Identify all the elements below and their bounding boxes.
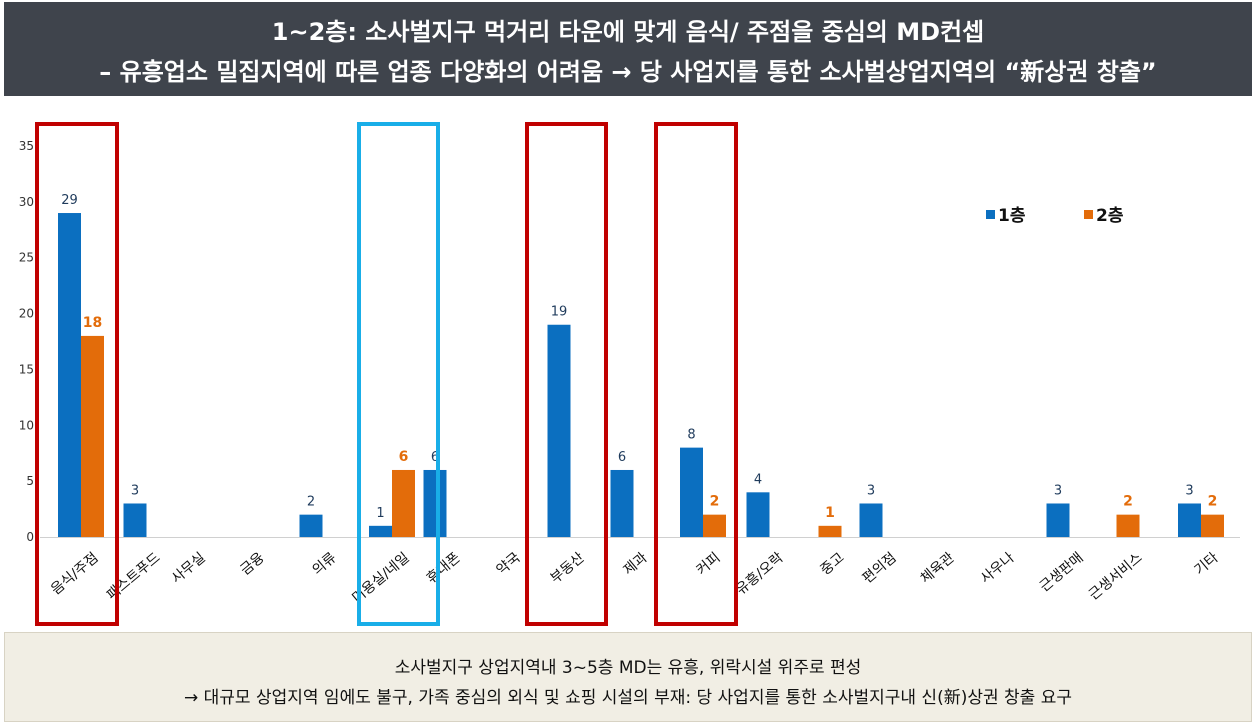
bar-floor2	[1116, 514, 1140, 537]
bar-floor1	[1178, 503, 1201, 537]
bar-floor1	[610, 469, 634, 537]
bar-floor2	[392, 469, 415, 537]
x-tick-label: 약국	[494, 550, 524, 579]
x-tick-label: 중고	[818, 550, 848, 579]
bar-floor1	[423, 469, 447, 537]
data-label: 8	[687, 428, 695, 443]
x-tick-label: 체육관	[918, 550, 958, 587]
y-tick-label: 10	[19, 418, 34, 432]
bar-floor2	[818, 525, 842, 537]
x-tick-label: 금융	[238, 550, 268, 579]
chart-area: 0 5 10 15 20 25 30 35 29 18 3 2 1 6 6 19 6 8 2 4 1 3 3 2 3 2 음식/주점…	[0, 96, 1254, 630]
x-tick-label: 패스트푸드	[104, 550, 164, 604]
legend-swatch	[1084, 210, 1093, 219]
x-tick-label: 휴대폰	[424, 550, 464, 587]
bar-floor1	[746, 492, 770, 537]
data-label: 2	[307, 495, 315, 510]
data-label: 3	[1185, 483, 1193, 498]
data-label: 6	[431, 450, 439, 465]
summary-box: 소사벌지구 상업지역내 3~5층 MD는 유흥, 위락시설 위주로 편성 → 대…	[4, 632, 1252, 722]
bar-floor1	[299, 514, 323, 537]
data-label: 3	[867, 483, 875, 498]
bar-floor1	[123, 503, 147, 537]
x-tick-label: 편의점	[860, 550, 900, 587]
y-tick-label: 25	[19, 251, 34, 265]
legend-swatch	[986, 210, 995, 219]
data-label: 2	[710, 494, 720, 510]
x-tick-label: 음식/주점	[48, 550, 101, 598]
bar-floor2	[1201, 514, 1224, 537]
data-label: 3	[131, 483, 139, 498]
bar-floor1	[859, 503, 883, 537]
title-line-1: 1~2층: 소사벌지구 먹거리 타운에 맞게 음식/ 주점을 중심의 MD컨셉	[271, 18, 985, 46]
y-tick-label: 20	[19, 307, 34, 321]
legend-label: 1층	[998, 206, 1026, 226]
data-label: 2	[1123, 494, 1133, 510]
highlight-box-beauty	[357, 122, 440, 626]
bar-floor1	[680, 447, 703, 537]
highlight-box-coffee	[654, 122, 738, 626]
x-tick-label: 사우나	[978, 550, 1018, 587]
data-label: 18	[83, 315, 102, 331]
summary-line-1: 소사벌지구 상업지역내 3~5층 MD는 유흥, 위락시설 위주로 편성	[394, 658, 862, 678]
data-label: 4	[754, 472, 762, 487]
x-tick-label: 의류	[310, 550, 340, 579]
data-label: 1	[825, 505, 835, 521]
data-label: 6	[399, 449, 409, 465]
y-tick-label: 0	[26, 530, 34, 544]
x-tick-label: 근생서비스	[1086, 550, 1146, 604]
y-tick-label: 35	[19, 139, 34, 153]
bar-floor2	[81, 335, 104, 537]
bar-floor1	[1046, 503, 1070, 537]
y-tick-label: 15	[19, 362, 34, 376]
x-tick-label: 유흥/오락	[733, 550, 786, 598]
data-label: 1	[376, 506, 384, 521]
y-tick-label: 30	[19, 195, 34, 209]
data-label: 19	[551, 305, 568, 320]
x-tick-label: 사무실	[169, 550, 209, 587]
x-tick-label: 기타	[1192, 550, 1222, 579]
highlight-box-food	[35, 122, 119, 626]
y-tick-label: 5	[26, 474, 34, 488]
bar-floor2	[703, 514, 726, 537]
title-banner: 1~2층: 소사벌지구 먹거리 타운에 맞게 음식/ 주점을 중심의 MD컨셉 …	[4, 2, 1252, 96]
x-tick-label: 근생판매	[1037, 550, 1087, 595]
summary-line-2: → 대규모 상업지역 임에도 불구, 가족 중심의 외식 및 쇼핑 시설의 부재…	[184, 688, 1072, 708]
legend-label: 2층	[1096, 206, 1124, 226]
bar-floor1	[58, 213, 81, 537]
x-tick-label: 부동산	[548, 550, 588, 587]
bar-floor1	[369, 525, 392, 537]
data-label: 2	[1208, 494, 1218, 510]
data-label: 3	[1054, 483, 1062, 498]
bar-floor1	[547, 324, 571, 537]
x-tick-label: 제과	[621, 550, 651, 579]
highlight-box-realestate	[525, 122, 608, 626]
data-label: 29	[61, 193, 78, 208]
x-tick-label: 커피	[694, 550, 724, 579]
title-line-2: – 유흥업소 밀집지역에 따른 업종 다양화의 어려움 → 당 사업지를 통한 …	[99, 58, 1157, 86]
data-label: 6	[618, 450, 626, 465]
